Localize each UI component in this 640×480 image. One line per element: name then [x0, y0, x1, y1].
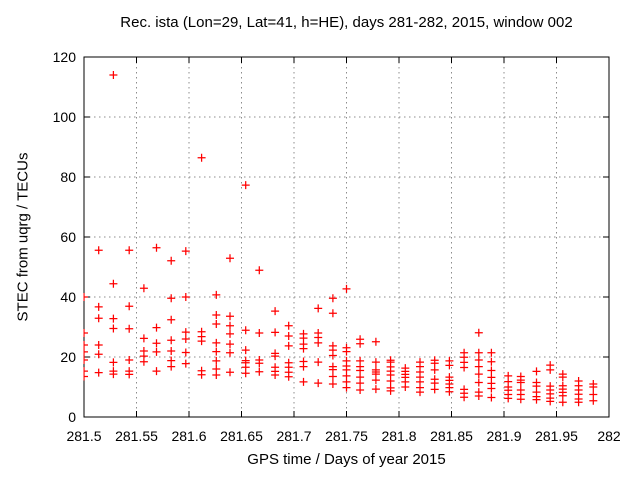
x-tick-label: 282 [597, 428, 621, 444]
x-tick-label: 281.5 [66, 428, 101, 444]
grid-lines [84, 57, 609, 417]
y-tick-labels: 0 20 40 60 80 100 120 [53, 49, 77, 425]
y-tick-label: 80 [60, 169, 76, 185]
y-tick-label: 20 [60, 349, 76, 365]
y-tick-label: 120 [53, 49, 77, 65]
y-tick-label: 60 [60, 229, 76, 245]
y-tick-label: 40 [60, 289, 76, 305]
x-tick-label: 281.9 [486, 428, 521, 444]
x-tick-label: 281.8 [381, 428, 416, 444]
chart-title: Rec. ista (Lon=29, Lat=41, h=HE), days 2… [120, 14, 573, 31]
data-points-stec-from-uqrg [83, 71, 598, 407]
y-tick-label: 100 [53, 109, 77, 125]
y-tick-label: 0 [68, 409, 76, 425]
x-tick-label: 281.6 [171, 428, 206, 444]
x-tick-label: 281.65 [220, 428, 263, 444]
x-tick-label: 281.75 [325, 428, 368, 444]
x-tick-label: 281.85 [430, 428, 473, 444]
x-tick-labels: 281.5 281.55 281.6 281.65 281.7 281.75 281.8 28… [66, 428, 620, 444]
x-tick-label: 281.7 [276, 428, 311, 444]
x-tick-label: 281.95 [535, 428, 578, 444]
x-axis-label: GPS time / Days of year 2015 [247, 451, 446, 468]
plot-border [83, 56, 610, 418]
scatter-plus-markers [83, 71, 598, 407]
x-tick-label: 281.55 [115, 428, 158, 444]
